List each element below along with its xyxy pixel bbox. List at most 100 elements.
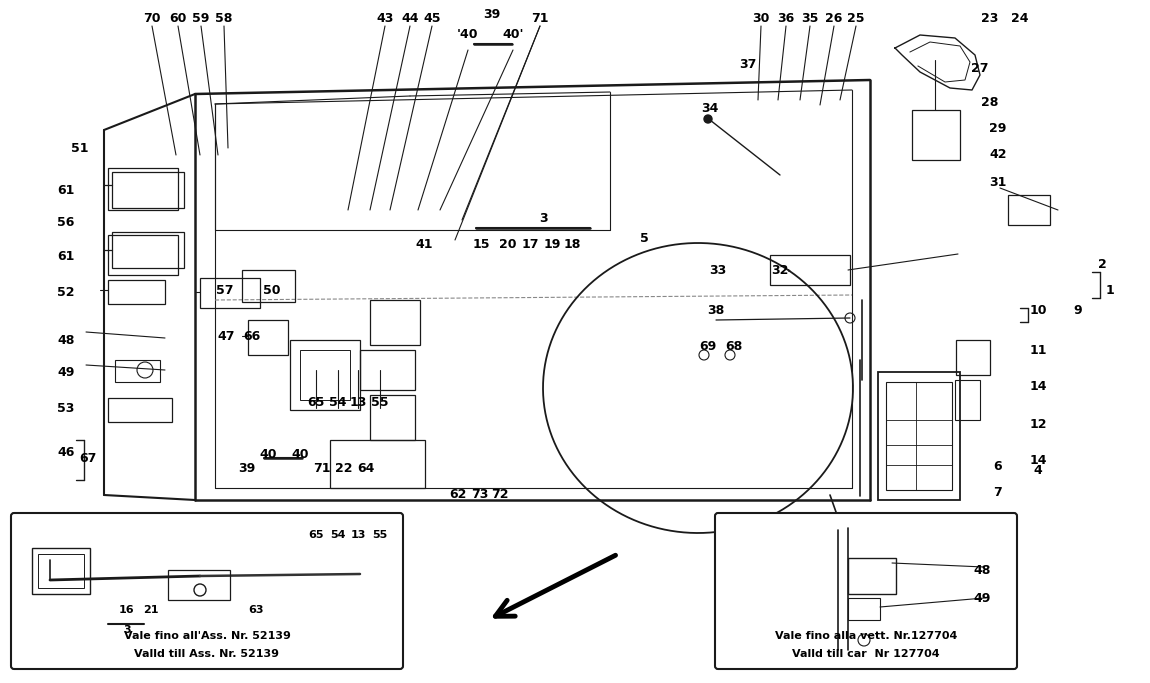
Text: 65: 65: [308, 530, 324, 540]
Text: 5: 5: [639, 232, 649, 245]
Text: 55: 55: [373, 530, 388, 540]
Text: 13: 13: [351, 530, 366, 540]
Text: 9: 9: [1074, 303, 1082, 316]
Text: Vale fino alla vett. Nr.127704: Vale fino alla vett. Nr.127704: [775, 631, 957, 641]
Text: 24: 24: [1011, 12, 1029, 25]
Text: 40: 40: [259, 447, 277, 460]
Text: 53: 53: [58, 402, 75, 415]
Circle shape: [704, 115, 712, 123]
Text: 6: 6: [994, 460, 1003, 473]
Text: 45: 45: [423, 12, 440, 25]
Text: 70: 70: [144, 12, 161, 25]
Text: 40': 40': [503, 27, 523, 40]
Text: 41: 41: [415, 238, 432, 251]
Text: 1: 1: [1105, 283, 1114, 296]
Text: 60: 60: [169, 12, 186, 25]
Text: 39: 39: [483, 8, 500, 20]
Bar: [954, 380, 980, 420]
Text: 12: 12: [1029, 417, 1046, 430]
Text: 33: 33: [710, 264, 727, 277]
Text: 28: 28: [981, 96, 998, 109]
Bar: [886, 382, 952, 490]
Bar: [248, 320, 288, 355]
Text: 47: 47: [217, 329, 235, 342]
Bar: [370, 395, 415, 440]
Text: 37: 37: [739, 59, 757, 72]
Text: 8: 8: [994, 514, 1003, 527]
Text: 2: 2: [1097, 257, 1106, 270]
Bar: [912, 110, 960, 160]
FancyBboxPatch shape: [12, 513, 402, 669]
Bar: [370, 300, 420, 345]
Bar: [32, 548, 90, 594]
Text: 49: 49: [973, 591, 990, 604]
Text: 64: 64: [358, 462, 375, 475]
Bar: [330, 440, 426, 488]
Text: 52: 52: [58, 285, 75, 298]
Text: 15: 15: [473, 238, 490, 251]
Text: 61: 61: [58, 184, 75, 197]
Text: 66: 66: [244, 329, 261, 342]
Text: 72: 72: [491, 488, 508, 501]
Bar: [956, 340, 990, 375]
Bar: [300, 350, 350, 400]
Text: 57: 57: [216, 283, 233, 296]
Text: 3: 3: [123, 625, 131, 635]
Text: 50: 50: [263, 283, 281, 296]
Text: 36: 36: [777, 12, 795, 25]
Text: 26: 26: [826, 12, 843, 25]
Text: 54: 54: [330, 530, 346, 540]
Text: 62: 62: [450, 488, 467, 501]
Text: 49: 49: [58, 365, 75, 378]
Text: 73: 73: [472, 488, 489, 501]
Text: 35: 35: [802, 12, 819, 25]
Text: 31: 31: [989, 176, 1006, 189]
Text: 67: 67: [79, 451, 97, 464]
Text: 40: 40: [291, 447, 308, 460]
Text: 16: 16: [120, 605, 135, 615]
Bar: [848, 558, 896, 594]
Bar: [168, 570, 230, 600]
Text: 39: 39: [238, 462, 255, 475]
Text: 32: 32: [772, 264, 789, 277]
Bar: [360, 350, 415, 390]
Bar: [848, 598, 880, 620]
Text: 21: 21: [144, 605, 159, 615]
Text: 19: 19: [543, 238, 561, 251]
Text: 11: 11: [1029, 344, 1046, 357]
Text: 29: 29: [989, 122, 1006, 135]
Text: 7: 7: [994, 486, 1003, 499]
Text: Valld till Ass. Nr. 52139: Valld till Ass. Nr. 52139: [135, 649, 279, 659]
Text: 71: 71: [313, 462, 331, 475]
Bar: [112, 232, 184, 268]
Bar: [115, 360, 160, 382]
Text: 18: 18: [564, 238, 581, 251]
Text: 14: 14: [1029, 380, 1046, 393]
Text: 27: 27: [972, 61, 989, 74]
Bar: [770, 255, 850, 285]
Text: 69: 69: [699, 339, 716, 352]
Text: 54: 54: [329, 395, 347, 408]
Text: 63: 63: [248, 605, 263, 615]
Text: 30: 30: [752, 12, 769, 25]
FancyBboxPatch shape: [715, 513, 1017, 669]
Bar: [242, 270, 296, 302]
Text: '40: '40: [458, 27, 478, 40]
Text: Valld till car  Nr 127704: Valld till car Nr 127704: [792, 649, 940, 659]
Text: 20: 20: [499, 238, 516, 251]
Text: 61: 61: [58, 249, 75, 262]
Text: 43: 43: [376, 12, 393, 25]
Text: Vale fino all'Ass. Nr. 52139: Vale fino all'Ass. Nr. 52139: [123, 631, 291, 641]
Bar: [200, 278, 260, 308]
Text: 56: 56: [58, 216, 75, 229]
Text: 10: 10: [1029, 303, 1046, 316]
Text: 13: 13: [350, 395, 367, 408]
Text: 22: 22: [336, 462, 353, 475]
Text: 58: 58: [215, 12, 232, 25]
Text: 4: 4: [1034, 464, 1042, 477]
Text: 55: 55: [371, 395, 389, 408]
Text: 3: 3: [538, 212, 547, 225]
Text: 25: 25: [848, 12, 865, 25]
Text: 48: 48: [973, 563, 990, 576]
Bar: [108, 235, 178, 275]
